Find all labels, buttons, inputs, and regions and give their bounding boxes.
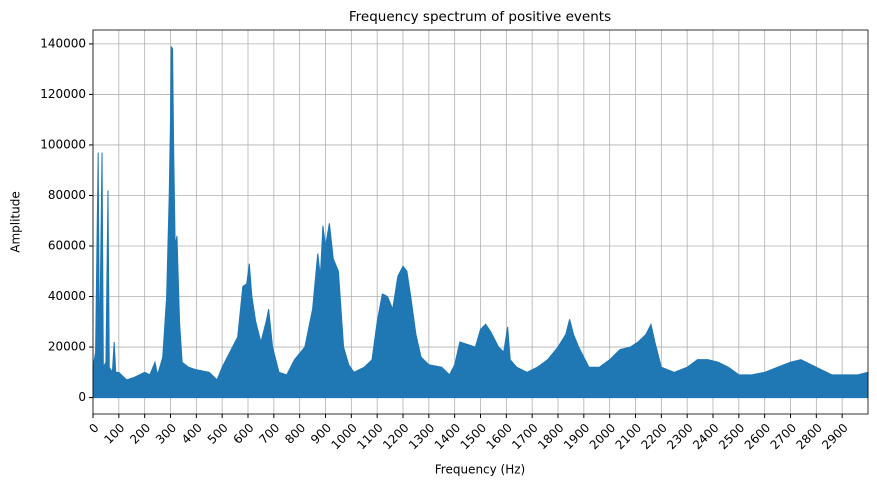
y-axis-label: Amplitude <box>9 191 23 253</box>
y-tick-label: 20000 <box>48 340 86 354</box>
x-tick-label: 400 <box>179 421 205 447</box>
x-tick-label: 1000 <box>328 421 359 452</box>
spectrum-area <box>92 46 869 399</box>
x-tick-label: 200 <box>127 421 153 447</box>
x-tick-label: 1100 <box>354 421 385 452</box>
x-tick-label: 2900 <box>819 421 850 452</box>
chart-title: Frequency spectrum of positive events <box>349 9 611 25</box>
x-tick-label: 700 <box>256 421 282 447</box>
x-tick-label: 2700 <box>768 421 799 452</box>
x-tick-label: 1600 <box>483 421 514 452</box>
y-tick-label: 80000 <box>48 188 86 202</box>
x-tick-label: 500 <box>205 421 231 447</box>
x-tick-label: 2200 <box>638 421 669 452</box>
x-tick-label: 2100 <box>613 421 644 452</box>
x-tick-label: 2800 <box>793 421 824 452</box>
x-tick-label: 2600 <box>742 421 773 452</box>
y-tick-label: 120000 <box>40 87 86 101</box>
y-tick-label: 0 <box>78 390 86 404</box>
y-tick-label: 100000 <box>40 137 86 151</box>
x-tick-label: 1300 <box>406 421 437 452</box>
x-tick-label: 1700 <box>509 421 540 452</box>
x-tick-label: 1900 <box>561 421 592 452</box>
plot-frame <box>92 29 869 415</box>
x-axis-label: Frequency (Hz) <box>435 463 526 477</box>
y-tick-label: 40000 <box>48 289 86 303</box>
x-tick-label: 1400 <box>432 421 463 452</box>
x-tick-label: 600 <box>230 421 256 447</box>
x-tick-label: 2500 <box>716 421 747 452</box>
y-tick-label: 60000 <box>48 239 86 253</box>
x-tick-label: 2000 <box>587 421 618 452</box>
x-tick-label: 1800 <box>535 421 566 452</box>
x-tick-label: 300 <box>153 421 179 447</box>
x-tick-label: 100 <box>101 421 127 447</box>
x-tick-label: 1200 <box>380 421 411 452</box>
y-tick-label: 140000 <box>40 36 86 50</box>
x-tick-label: 800 <box>282 421 308 447</box>
x-tick-label: 2400 <box>690 421 721 452</box>
x-tick-label: 0 <box>86 421 101 436</box>
x-tick-label: 2300 <box>664 421 695 452</box>
x-tick-label: 1500 <box>458 421 489 452</box>
